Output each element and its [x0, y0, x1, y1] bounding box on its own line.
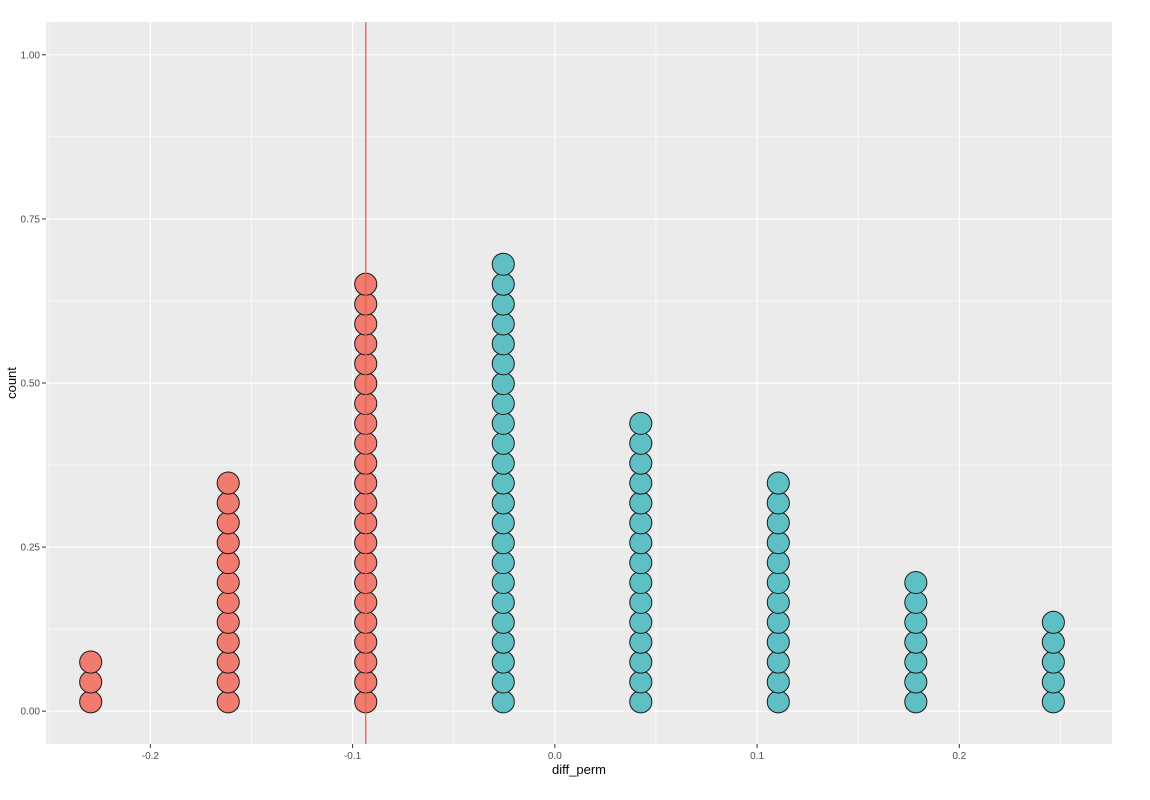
dot [766, 650, 790, 674]
dot [216, 650, 240, 674]
dot [491, 292, 515, 316]
dot [491, 372, 515, 396]
dot [216, 690, 240, 714]
dot [491, 312, 515, 336]
dot [216, 471, 240, 495]
dot [766, 570, 790, 595]
dot [629, 670, 653, 694]
y-tick-label: 0.50 [21, 379, 41, 390]
dot [629, 491, 653, 515]
dot [766, 531, 790, 555]
dot [79, 690, 103, 714]
dot [491, 630, 515, 654]
y-tick-label: 0.75 [21, 214, 41, 225]
dot [629, 630, 653, 654]
dot [491, 451, 515, 475]
dot [766, 610, 790, 634]
dot [904, 650, 928, 674]
dot [79, 670, 103, 694]
dot [216, 491, 240, 515]
x-tick-label: -0.2 [142, 751, 160, 762]
dot [1041, 650, 1065, 674]
dot [216, 630, 240, 654]
dot [629, 431, 653, 455]
y-axis: 0.00 0.25 0.50 0.75 1.00 [21, 50, 46, 718]
dot [629, 610, 653, 634]
y-tick-label: 0.00 [21, 707, 41, 718]
dot [629, 411, 653, 435]
dot [629, 570, 653, 595]
dot [216, 610, 240, 634]
dot [1041, 690, 1065, 714]
dot [904, 610, 928, 634]
dot [216, 511, 240, 535]
dot [216, 590, 240, 614]
dot [629, 451, 653, 475]
dot [216, 551, 240, 575]
dot [491, 570, 515, 595]
dot [491, 491, 515, 515]
dot [766, 670, 790, 694]
dot [766, 590, 790, 614]
dot [629, 551, 653, 575]
dot [766, 491, 790, 515]
x-tick-label: 0.0 [548, 751, 562, 762]
dot [766, 471, 790, 495]
dot [904, 670, 928, 694]
dot [766, 630, 790, 654]
dot [79, 650, 103, 674]
x-axis: -0.2 -0.1 0.0 0.1 0.2 [142, 744, 967, 762]
dot [904, 630, 928, 654]
dot [904, 690, 928, 714]
dot [766, 690, 790, 714]
dot [1041, 670, 1065, 694]
dot [491, 531, 515, 555]
dot [491, 551, 515, 575]
y-axis-title: count [4, 367, 19, 399]
dot [216, 670, 240, 694]
dot [216, 531, 240, 555]
dot [491, 650, 515, 674]
y-tick-label: 1.00 [21, 50, 41, 61]
dot [491, 252, 515, 276]
dot [1041, 610, 1065, 634]
dot [904, 590, 928, 614]
x-tick-label: 0.2 [952, 751, 966, 762]
dot [629, 511, 653, 535]
x-axis-title: diff_perm [552, 762, 606, 777]
dot [491, 352, 515, 376]
dot [491, 590, 515, 614]
dot [1041, 630, 1065, 654]
x-tick-label: -0.1 [344, 751, 362, 762]
dot [629, 471, 653, 495]
dot [629, 531, 653, 555]
dot [629, 590, 653, 614]
dot [491, 511, 515, 535]
dot [491, 391, 515, 416]
dot [766, 551, 790, 575]
dot [766, 511, 790, 535]
dot [491, 272, 515, 296]
dot [491, 670, 515, 694]
dot [491, 610, 515, 634]
dot [491, 471, 515, 495]
dot [491, 332, 515, 356]
dot [629, 690, 653, 714]
x-tick-label: 0.1 [750, 751, 764, 762]
dot [904, 570, 928, 595]
y-tick-label: 0.25 [21, 543, 41, 554]
dot [491, 411, 515, 435]
dot [491, 690, 515, 714]
dot [216, 570, 240, 595]
dot [629, 650, 653, 674]
dot [491, 431, 515, 455]
